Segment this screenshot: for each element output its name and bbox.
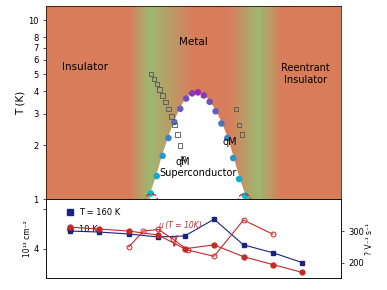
Text: Superconductor: Superconductor (159, 168, 236, 178)
Text: qM: qM (223, 137, 238, 147)
Point (233, 106, 239, 111)
Point (157, 87, 163, 92)
Point (151, 77, 157, 81)
Point (177, 143, 183, 148)
Point (159, 93, 166, 98)
Point (148, 72, 154, 76)
Point (168, 114, 175, 119)
Y-axis label: 10¹³ cm⁻²: 10¹³ cm⁻² (23, 221, 32, 257)
Text: Reentrant
Insulator: Reentrant Insulator (281, 63, 330, 85)
Point (154, 174, 160, 178)
Y-axis label: ? V⁻¹ s⁻¹: ? V⁻¹ s⁻¹ (365, 223, 375, 255)
Text: μ (T = 10K): μ (T = 10K) (158, 221, 202, 246)
Point (171, 123, 178, 127)
Y-axis label: T (K): T (K) (15, 90, 26, 115)
Text: Insulator: Insulator (62, 61, 108, 72)
Point (171, 120, 178, 124)
Text: qM: qM (176, 157, 190, 167)
Point (174, 132, 180, 137)
Point (165, 136, 171, 140)
Text: 10 K: 10 K (79, 224, 98, 233)
Point (154, 82, 160, 86)
Point (239, 132, 245, 137)
Point (207, 99, 213, 104)
Point (242, 193, 248, 198)
Point (236, 123, 242, 127)
Text: Metal: Metal (179, 37, 208, 48)
Point (183, 96, 189, 101)
Point (218, 121, 224, 126)
Point (165, 106, 171, 111)
Point (148, 191, 154, 196)
Point (212, 109, 219, 114)
Point (230, 156, 236, 160)
Text: T = 160 K: T = 160 K (79, 208, 120, 217)
Point (163, 99, 169, 104)
Point (189, 91, 195, 96)
Point (159, 153, 166, 158)
Point (180, 156, 186, 160)
Point (236, 177, 242, 181)
Point (224, 136, 230, 140)
Point (195, 90, 201, 95)
Point (201, 93, 207, 98)
Polygon shape (151, 93, 245, 200)
Point (177, 106, 183, 111)
